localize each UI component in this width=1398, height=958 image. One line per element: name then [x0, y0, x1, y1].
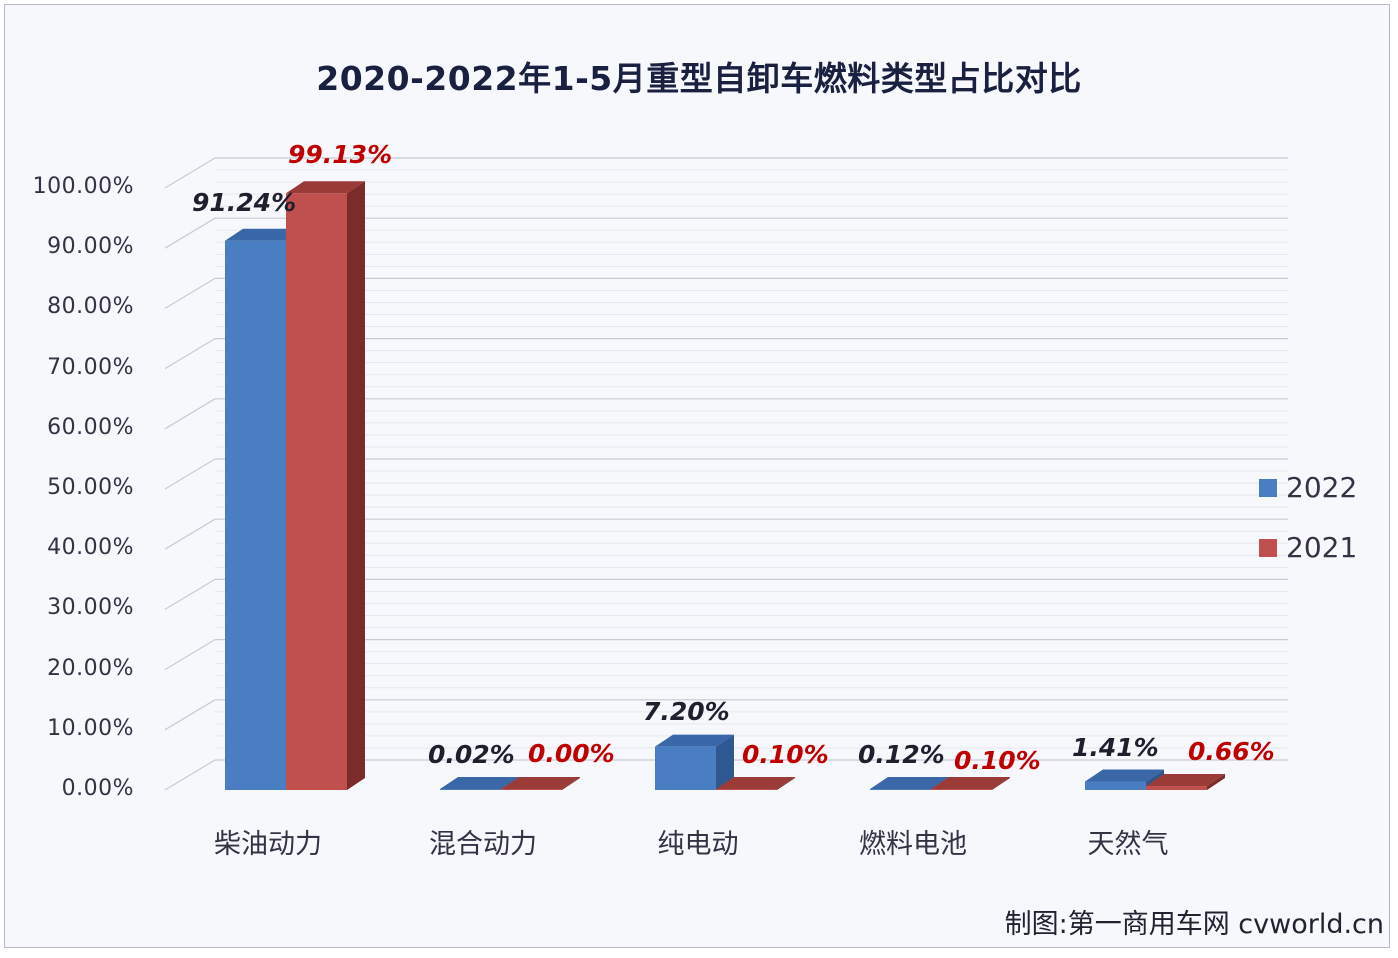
y-tick-label: 80.00% [47, 294, 134, 320]
y-tick-label: 50.00% [47, 475, 134, 500]
y-tick-label: 70.00% [47, 354, 134, 380]
y-tick-label: 60.00% [47, 414, 134, 440]
y-tick-label: 100.00% [32, 174, 134, 199]
chart-title: 2020-2022年1-5月重型自卸车燃料类型占比对比 [316, 59, 1082, 98]
bar-2021-2[interactable] [716, 777, 795, 790]
x-category-label: 燃料电池 [859, 829, 967, 860]
legend-label-2021: 2021 [1286, 531, 1358, 564]
data-label: 0.00% [528, 739, 615, 768]
legend-swatch-2022 [1259, 478, 1277, 497]
data-label: 99.13% [288, 140, 393, 169]
data-label: 0.10% [954, 746, 1041, 775]
bar-2021-4[interactable] [1146, 774, 1225, 790]
y-tick-label: 0.00% [61, 776, 134, 801]
y-tick-label: 10.00% [47, 715, 134, 741]
data-label: 7.20% [643, 697, 730, 726]
y-tick-label: 40.00% [47, 535, 134, 561]
x-category-label: 纯电动 [657, 829, 739, 860]
credit-text: 制图:第一商用车网 cvworld.cn [1004, 909, 1384, 940]
y-tick-label: 20.00% [47, 655, 134, 681]
data-label: 0.10% [742, 740, 829, 769]
data-label: 0.66% [1188, 737, 1275, 766]
x-category-label: 天然气 [1087, 829, 1169, 860]
data-label: 0.02% [428, 740, 515, 769]
y-tick-label: 90.00% [47, 234, 134, 260]
legend-swatch-2021 [1259, 538, 1277, 557]
x-category-label: 柴油动力 [214, 829, 322, 860]
legend-item-2022[interactable]: 2022 [1259, 471, 1357, 504]
legend-label-2022: 2022 [1286, 471, 1358, 504]
legend-item-2021[interactable]: 2021 [1259, 531, 1357, 564]
bar-2021-3[interactable] [931, 777, 1010, 790]
bar-2022-2[interactable] [655, 734, 734, 790]
bar-2021-1[interactable] [501, 777, 580, 790]
y-tick-label: 30.00% [47, 595, 134, 621]
bar-2021-0[interactable] [286, 181, 365, 790]
data-label: 1.41% [1072, 733, 1159, 762]
data-label: 91.24% [192, 188, 297, 217]
data-label: 0.12% [858, 740, 945, 769]
x-category-label: 混合动力 [429, 829, 537, 860]
